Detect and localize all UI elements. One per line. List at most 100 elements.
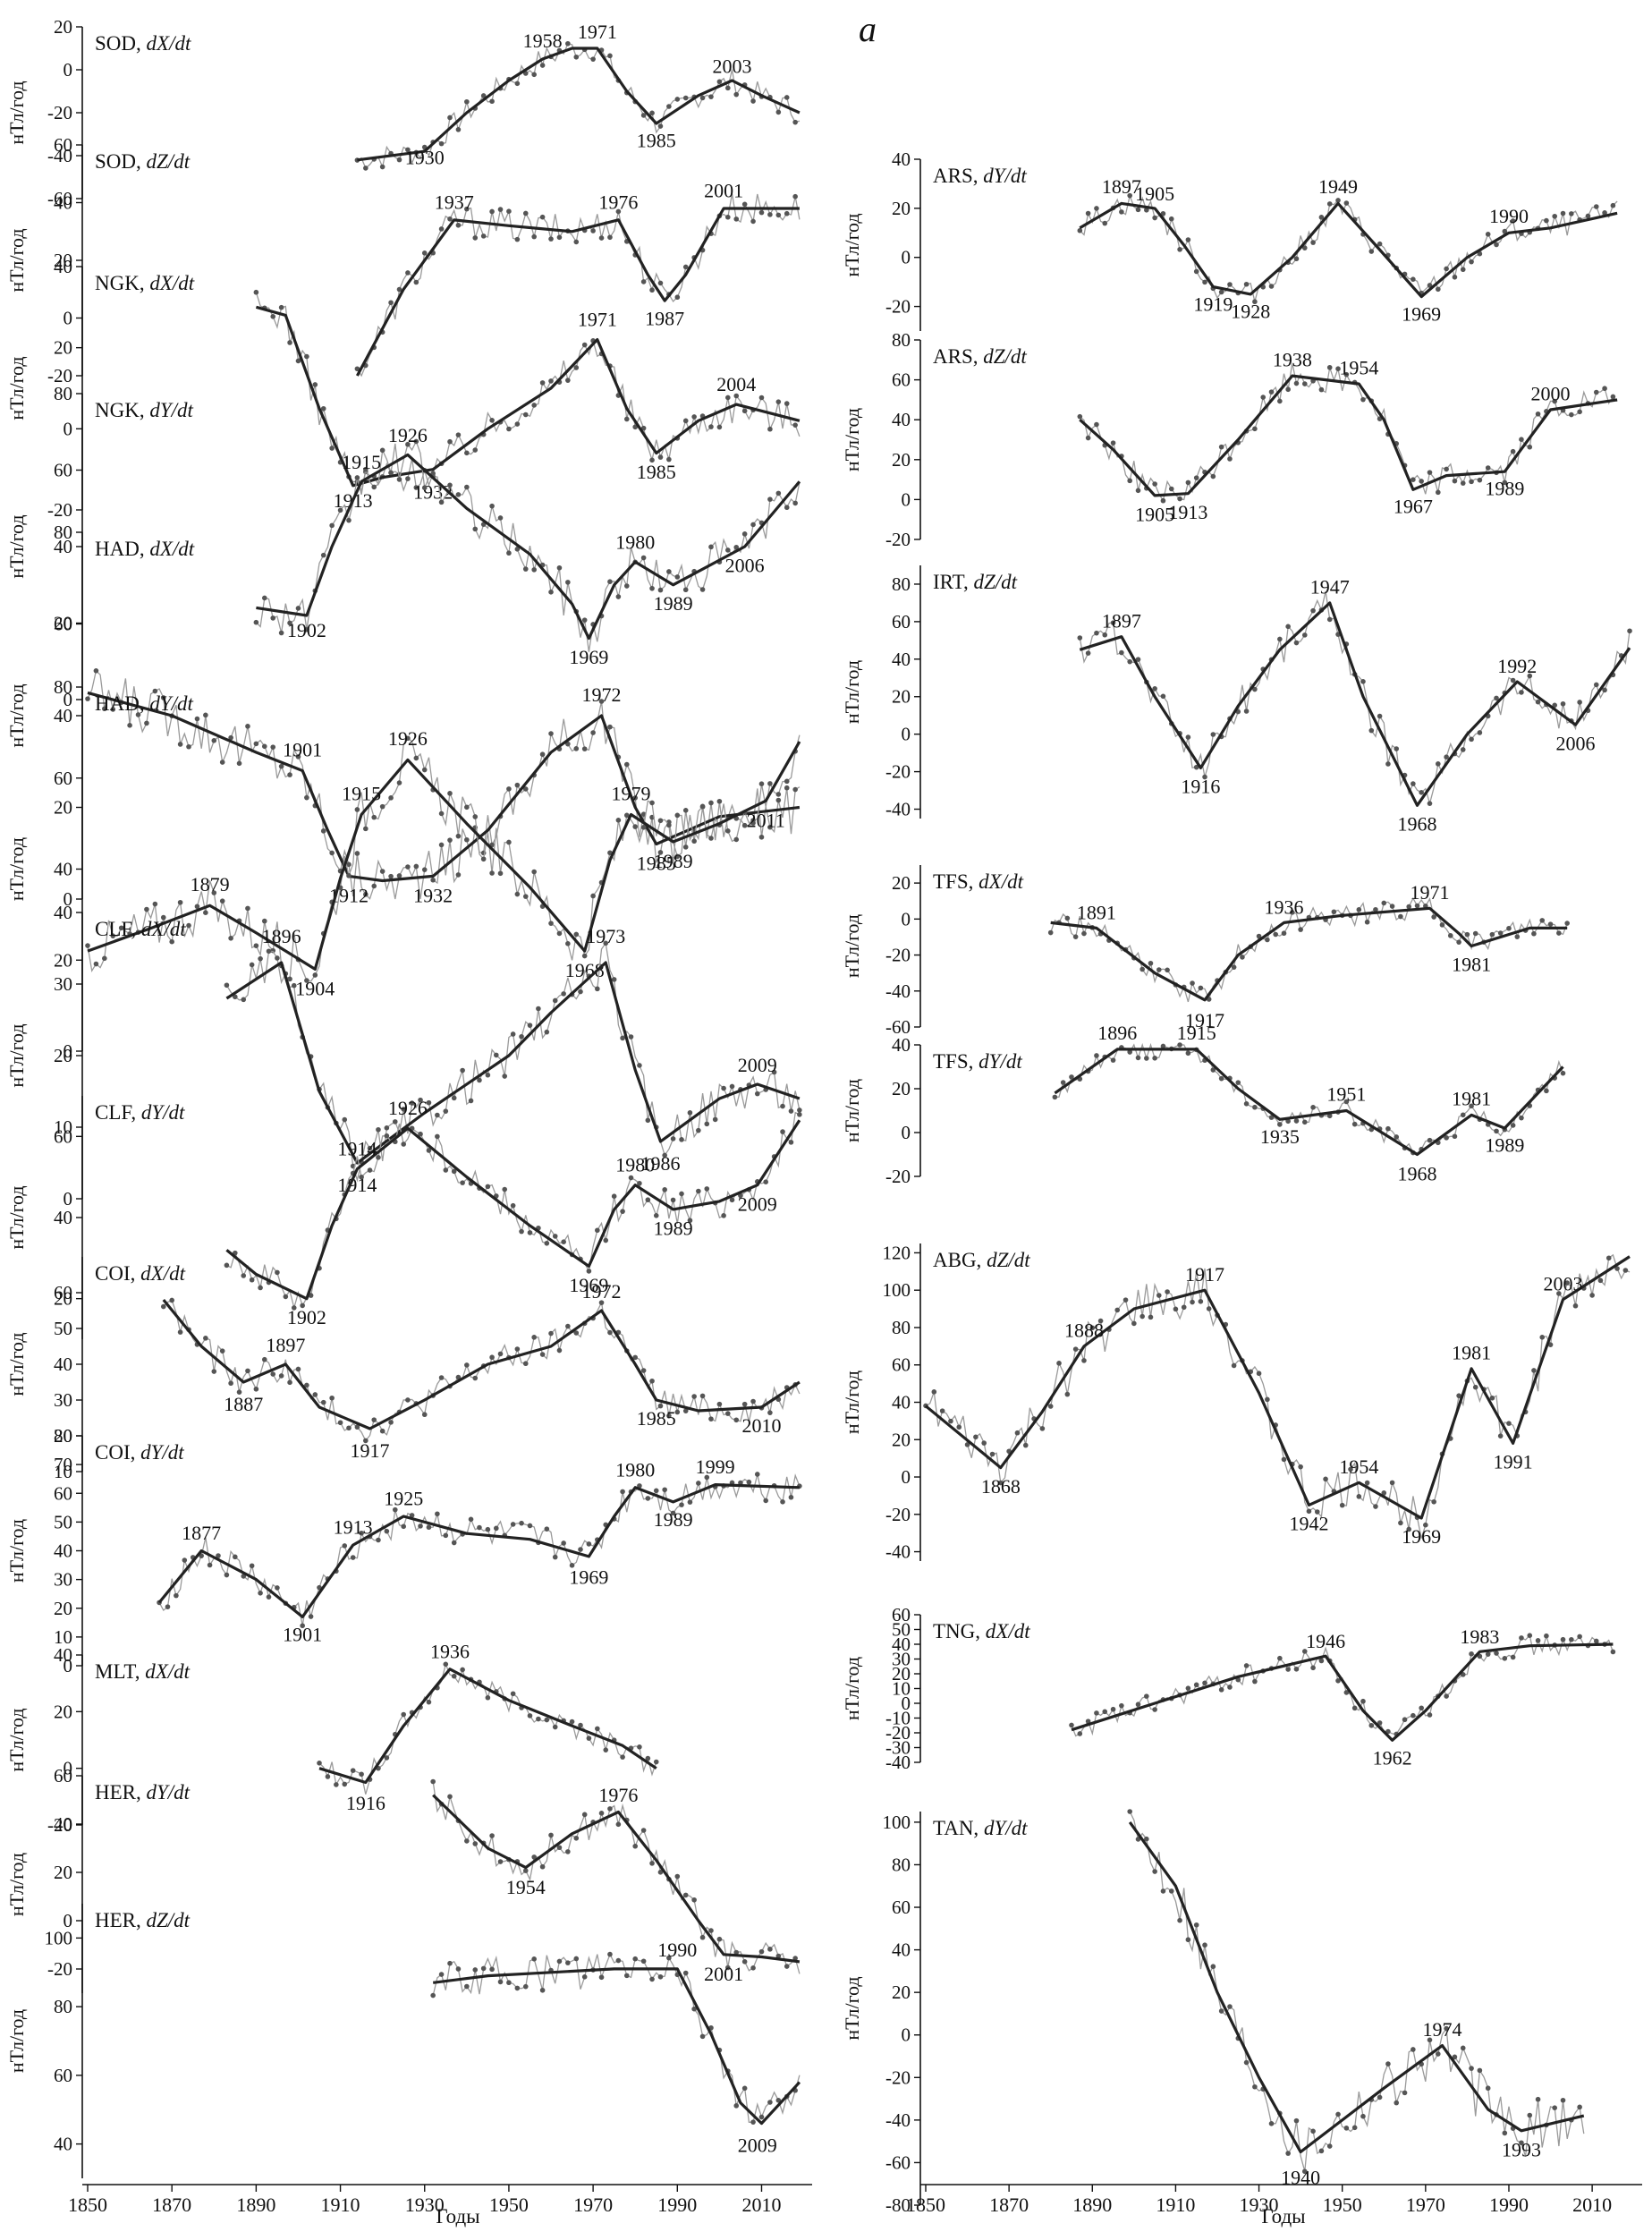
- y-tick-label: 0: [64, 59, 73, 81]
- data-point: [1343, 2126, 1350, 2131]
- data-point: [696, 1188, 701, 1194]
- data-point: [455, 127, 462, 132]
- data-point: [750, 2119, 756, 2125]
- data-point: [194, 716, 200, 722]
- data-point: [438, 810, 445, 817]
- y-tick-label: 0: [64, 308, 73, 329]
- data-point: [1094, 630, 1099, 636]
- y-tick-label: 80: [892, 1854, 911, 1875]
- data-point: [637, 1483, 642, 1489]
- data-point: [519, 1228, 524, 1235]
- data-point: [931, 1389, 937, 1395]
- data-point: [363, 165, 369, 171]
- data-point: [1102, 632, 1108, 638]
- data-point: [716, 798, 723, 804]
- data-point: [308, 1614, 314, 1619]
- panel-title-component: dX/dt: [978, 870, 1023, 893]
- data-point: [1560, 2097, 1566, 2103]
- data-point: [964, 1442, 970, 1447]
- y-tick-label: 40: [54, 1644, 72, 1666]
- data-point: [973, 1434, 978, 1440]
- data-point: [1406, 904, 1412, 910]
- y-tick-label: 40: [54, 1207, 72, 1228]
- data-point: [522, 1983, 529, 1990]
- data-point: [261, 1356, 267, 1362]
- data-point: [388, 300, 394, 306]
- panel-title: CLF, dX/dt: [95, 918, 186, 940]
- data-point: [1252, 426, 1258, 432]
- data-point: [177, 742, 183, 747]
- data-point: [548, 236, 554, 242]
- data-point: [1094, 206, 1099, 211]
- y-tick-label: -20: [47, 499, 72, 521]
- data-point: [708, 1416, 714, 1422]
- data-point: [451, 1095, 457, 1101]
- data-point: [623, 416, 630, 422]
- panel-title: COI, dY/dt: [95, 1441, 184, 1464]
- data-point: [573, 54, 580, 60]
- data-point: [1185, 1050, 1191, 1057]
- data-point: [640, 113, 647, 118]
- x-axis-right: 1850 1870 1890 1910 1930 1950 1970 1990 2010: [906, 2184, 1642, 2216]
- year-annotation: 2006: [1555, 732, 1595, 754]
- panel-title-station: COI,: [95, 1262, 140, 1285]
- data-point: [354, 475, 360, 480]
- data-point: [160, 1303, 166, 1310]
- data-point: [1198, 985, 1204, 991]
- data-point: [219, 1348, 225, 1354]
- y-tick-label: 40: [892, 1034, 911, 1056]
- data-point: [578, 989, 583, 995]
- data-point: [1506, 925, 1512, 931]
- data-point: [1301, 245, 1308, 250]
- data-point: [733, 91, 740, 98]
- data-point: [662, 1152, 667, 1158]
- data-point: [716, 79, 723, 85]
- data-point: [1335, 1677, 1341, 1684]
- data-point: [1318, 2148, 1325, 2154]
- data-point: [657, 1973, 664, 1980]
- data-point: [1185, 734, 1191, 740]
- data-point: [1472, 930, 1478, 937]
- year-annotation: 1972: [582, 683, 622, 706]
- data-point: [561, 1540, 566, 1546]
- x-tick-label: 1890: [1072, 2194, 1112, 2216]
- panel-title-station: NGK,: [95, 272, 149, 294]
- trend-line: [162, 1298, 801, 1430]
- y-tick-label: 60: [54, 1765, 72, 1786]
- data-point: [1298, 927, 1303, 932]
- year-annotation: 1979: [612, 782, 651, 804]
- data-point: [1094, 1710, 1099, 1716]
- data-point: [127, 723, 132, 728]
- data-point: [447, 482, 453, 488]
- data-point: [514, 1985, 521, 1991]
- data-point: [948, 1418, 953, 1424]
- data-point: [85, 696, 90, 701]
- data-point: [388, 795, 394, 801]
- data-point: [144, 720, 149, 726]
- panel-title-component: dY/dt: [978, 1050, 1022, 1073]
- year-annotation: 1951: [1326, 1083, 1366, 1106]
- data-point: [1301, 2168, 1308, 2175]
- data-point: [506, 839, 512, 845]
- year-annotation: 1897: [1102, 609, 1141, 632]
- y-tick-label: -40: [885, 2109, 911, 2131]
- data-point: [359, 1771, 364, 1778]
- data-point: [620, 1489, 625, 1495]
- data-point: [721, 1213, 726, 1218]
- data-point: [552, 1554, 558, 1560]
- data-point: [1119, 649, 1124, 656]
- year-annotation: 1896: [262, 925, 301, 947]
- data-point: [506, 1980, 512, 1986]
- data-point: [169, 938, 174, 945]
- data-point: [1436, 489, 1441, 496]
- data-point: [763, 1179, 768, 1184]
- panel-tfs-dx: -60 -40 -20 0 20 нТл/год TFS, dX/dt 1891 1917 193…: [841, 865, 1570, 1038]
- data-point: [1343, 200, 1350, 206]
- data-point: [1160, 497, 1166, 504]
- data-point: [1185, 237, 1191, 242]
- data-point: [561, 1239, 566, 1244]
- data-point: [413, 438, 419, 445]
- year-annotation: 2001: [704, 1963, 743, 1985]
